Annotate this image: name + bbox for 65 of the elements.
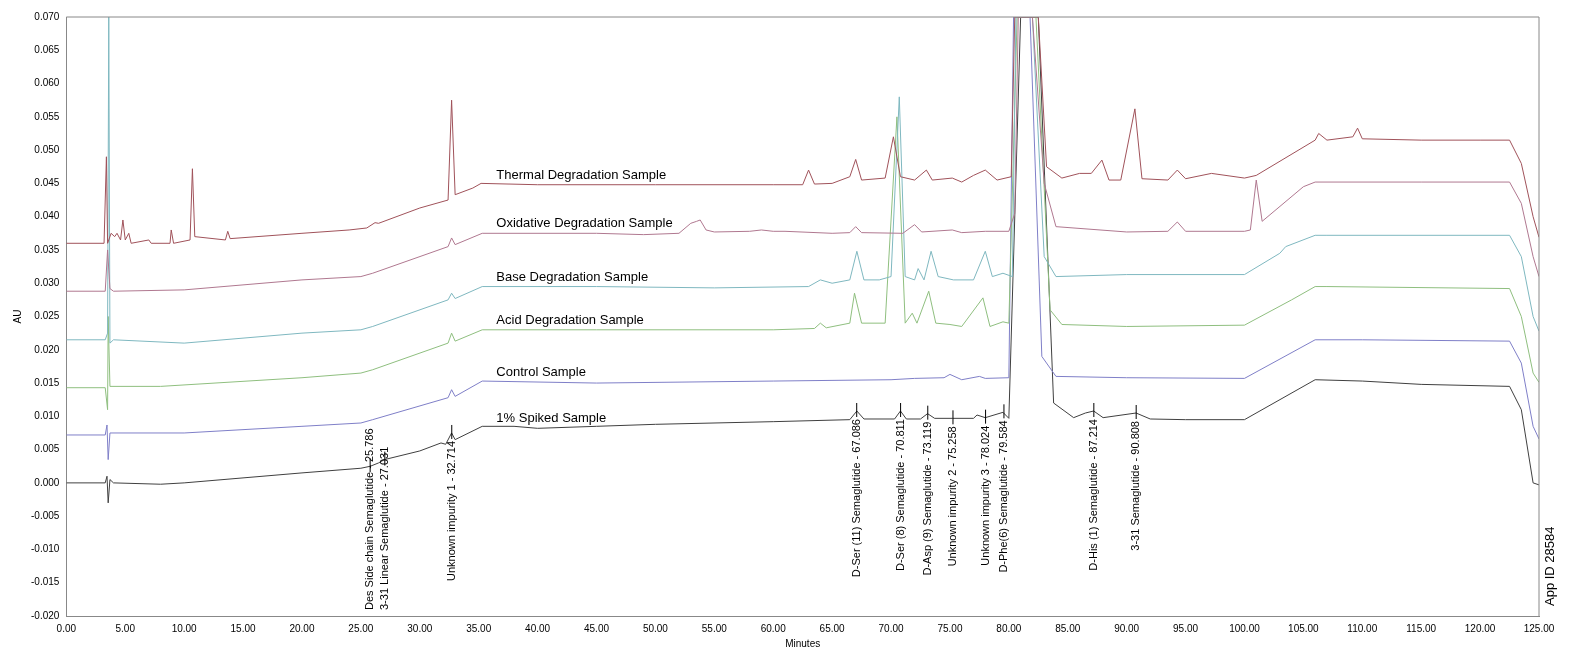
- y-tick-label: -0.010: [31, 543, 60, 555]
- y-tick-label: 0.015: [34, 376, 60, 388]
- x-tick-label: 50.00: [642, 622, 669, 634]
- annotation: D-His (1) Semaglutide - 87.214: [1086, 419, 1099, 571]
- x-tick-label: 70.00: [878, 622, 904, 634]
- annotation: 3-31 Semaglutide - 90.808: [1129, 421, 1142, 551]
- y-tick-label: 0.000: [34, 476, 60, 488]
- y-tick-label: 0.025: [34, 310, 60, 322]
- series-label: Acid Degradation Sample: [496, 311, 644, 327]
- x-tick-label: 10.00: [171, 622, 198, 634]
- annotation: D-Asp (9) Semaglutide - 73.119: [920, 421, 933, 576]
- y-tick-label: 0.020: [34, 343, 60, 355]
- x-tick-label: 65.00: [819, 622, 846, 634]
- x-tick-label: 45.00: [583, 622, 610, 634]
- x-tick-label: 120.00: [1464, 622, 1496, 634]
- x-tick-label: 55.00: [701, 622, 728, 634]
- annotation: D-Ser (11) Semaglutide - 67.086: [849, 419, 862, 578]
- series-label: Oxidative Degradation Sample: [496, 215, 673, 231]
- x-tick-label: 80.00: [996, 622, 1022, 634]
- x-tick-label: 60.00: [760, 622, 787, 634]
- x-tick-label: 35.00: [466, 622, 492, 634]
- y-tick-label: -0.015: [31, 576, 60, 588]
- x-tick-label: 75.00: [937, 622, 963, 634]
- y-tick-label: 0.010: [34, 410, 60, 422]
- x-tick-label: 25.00: [348, 622, 374, 634]
- y-tick-label: 0.050: [34, 143, 60, 155]
- x-tick-label: 95.00: [1173, 622, 1199, 634]
- annotation: Des Side chain Semaglutide - 25.786: [363, 428, 376, 611]
- x-tick-label: 110.00: [1347, 622, 1378, 634]
- y-tick-label: 0.065: [34, 44, 60, 56]
- x-tick-label: 105.00: [1288, 622, 1320, 634]
- x-tick-label: 15.00: [230, 622, 257, 634]
- y-tick-label: 0.055: [34, 110, 60, 122]
- annotation: D-Ser (8) Semaglutide - 70.811: [893, 419, 906, 572]
- x-axis-title: Minutes: [785, 637, 821, 649]
- y-tick-label: 0.030: [34, 276, 60, 288]
- annotation: 3-31 Linear Semaglutide - 27.031: [377, 446, 390, 611]
- y-tick-label: 0.070: [34, 10, 60, 22]
- text: App ID 28584: [1542, 526, 1558, 606]
- series-label: Thermal Degradation Sample: [496, 166, 667, 182]
- x-tick-label: 125.00: [1523, 622, 1555, 634]
- x-tick-label: 100.00: [1229, 622, 1261, 634]
- annotation: Unknown impurity 2 - 75.258: [946, 426, 959, 567]
- annotation: D-Phe(6) Semaglutide - 79.584: [996, 420, 1009, 573]
- y-tick-label: 0.060: [34, 77, 60, 89]
- y-tick-label: -0.020: [31, 609, 60, 621]
- y-tick-label: 0.040: [34, 210, 60, 222]
- series-label: Base Degradation Sample: [496, 268, 649, 284]
- series-label: 1% Spiked Sample: [496, 409, 607, 425]
- x-tick-label: 20.00: [289, 622, 315, 634]
- y-tick-label: 0.045: [34, 177, 60, 189]
- x-tick-label: 0.00: [56, 622, 77, 634]
- x-tick-label: 115.00: [1406, 622, 1437, 634]
- y-tick-label: 0.035: [34, 243, 60, 255]
- annotation: Unknown impurity 3 - 78.024: [978, 425, 991, 566]
- y-axis-title: AU: [11, 309, 23, 324]
- x-tick-label: 40.00: [525, 622, 551, 634]
- y-tick-label: 0.005: [34, 443, 60, 455]
- x-tick-label: 85.00: [1055, 622, 1081, 634]
- annotation: Unknown impurity 1 - 32.714: [444, 440, 457, 581]
- x-tick-label: 90.00: [1114, 622, 1140, 634]
- x-tick-label: 5.00: [115, 622, 136, 634]
- series-label: Control Sample: [496, 364, 586, 380]
- x-tick-label: 30.00: [407, 622, 433, 634]
- y-tick-label: -0.005: [31, 509, 60, 521]
